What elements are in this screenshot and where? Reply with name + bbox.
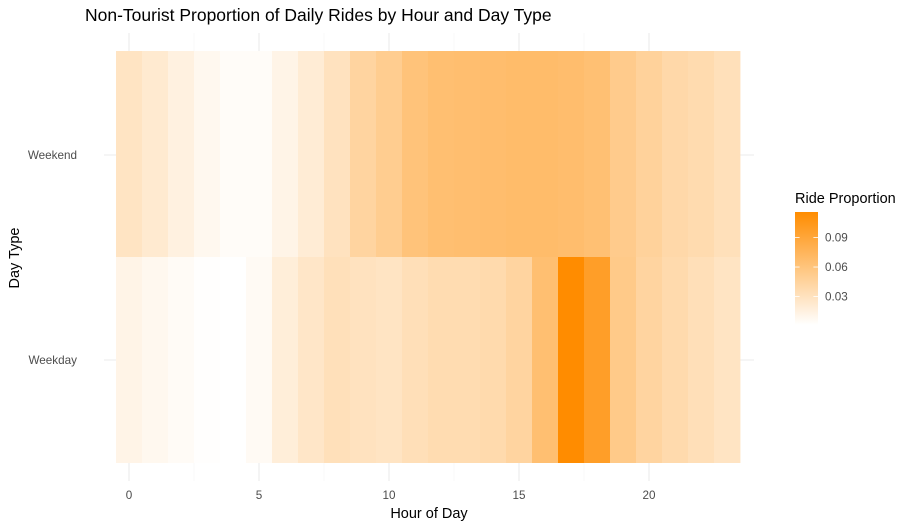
heatmap-tile-weekday-8 [324,257,351,463]
heatmap-tile-weekend-7 [298,51,325,257]
legend: Ride Proportion 0.03 0.06 0.09 [795,191,896,325]
heatmap-tile-weekend-17 [558,51,585,257]
heatmap-tile-weekday-6 [272,257,299,463]
heatmap-tile-weekday-1 [142,257,169,463]
y-axis-ticks: Weekday Weekend [28,149,77,367]
heatmap-tile-weekend-4 [220,51,247,257]
heatmap-tile-weekend-18 [584,51,611,257]
heatmap-tile-weekend-5 [246,51,273,257]
heatmap-tile-weekend-21 [662,51,689,257]
heatmap-tile-weekend-6 [272,51,299,257]
heatmap-tile-weekday-20 [636,257,663,463]
chart-title: Non-Tourist Proportion of Daily Rides by… [85,5,552,25]
heatmap-tile-weekend-3 [194,51,221,257]
heatmap-tiles [116,51,741,463]
heatmap-tile-weekend-16 [532,51,559,257]
heatmap-tile-weekday-21 [662,257,689,463]
heatmap-tile-weekend-23 [714,51,741,257]
heatmap-tile-weekday-11 [402,257,429,463]
heatmap-tile-weekend-2 [168,51,195,257]
x-axis-title: Hour of Day [390,506,468,522]
heatmap-tile-weekday-12 [428,257,455,463]
x-tick-label: 20 [642,489,656,502]
heatmap-tile-weekend-11 [402,51,429,257]
heatmap-tile-weekday-3 [194,257,221,463]
heatmap-tile-weekend-19 [610,51,637,257]
heatmap-tile-weekday-0 [116,257,143,463]
heatmap-tile-weekend-13 [454,51,481,257]
legend-title: Ride Proportion [795,191,896,207]
heatmap-tile-weekday-9 [350,257,377,463]
heatmap-tile-weekday-18 [584,257,611,463]
heatmap-tile-weekday-4 [220,257,247,463]
heatmap-tile-weekend-1 [142,51,169,257]
heatmap-tile-weekend-22 [688,51,715,257]
legend-tick-label: 0.06 [825,261,848,274]
heatmap-tile-weekday-5 [246,257,273,463]
heatmap-tile-weekday-10 [376,257,403,463]
heatmap-tile-weekend-10 [376,51,403,257]
legend-tick-label: 0.09 [825,232,848,245]
heatmap-tile-weekday-15 [506,257,533,463]
heatmap-tile-weekend-12 [428,51,455,257]
heatmap-tile-weekday-13 [454,257,481,463]
heatmap-tile-weekend-15 [506,51,533,257]
heatmap-tile-weekday-2 [168,257,195,463]
y-tick-label-weekend: Weekend [28,149,77,162]
legend-colorbar [795,212,818,325]
heatmap-tile-weekday-23 [714,257,741,463]
heatmap-tile-weekend-20 [636,51,663,257]
y-axis-title: Day Type [7,228,23,289]
y-tick-label-weekday: Weekday [28,354,77,367]
heatmap-tile-weekend-0 [116,51,143,257]
x-tick-label: 0 [126,489,133,502]
x-tick-label: 10 [382,489,396,502]
legend-tick-label: 0.03 [825,291,848,304]
heatmap-tile-weekend-14 [480,51,507,257]
heatmap-tile-weekday-22 [688,257,715,463]
heatmap-tile-weekend-8 [324,51,351,257]
x-axis-ticks: 0 5 10 15 20 [126,489,656,502]
x-tick-label: 5 [256,489,263,502]
heatmap-tile-weekday-7 [298,257,325,463]
heatmap-tile-weekday-14 [480,257,507,463]
heatmap-tile-weekday-17 [558,257,585,463]
heatmap-tile-weekend-9 [350,51,377,257]
heatmap-tile-weekday-16 [532,257,559,463]
heatmap-tile-weekday-19 [610,257,637,463]
x-tick-label: 15 [512,489,526,502]
